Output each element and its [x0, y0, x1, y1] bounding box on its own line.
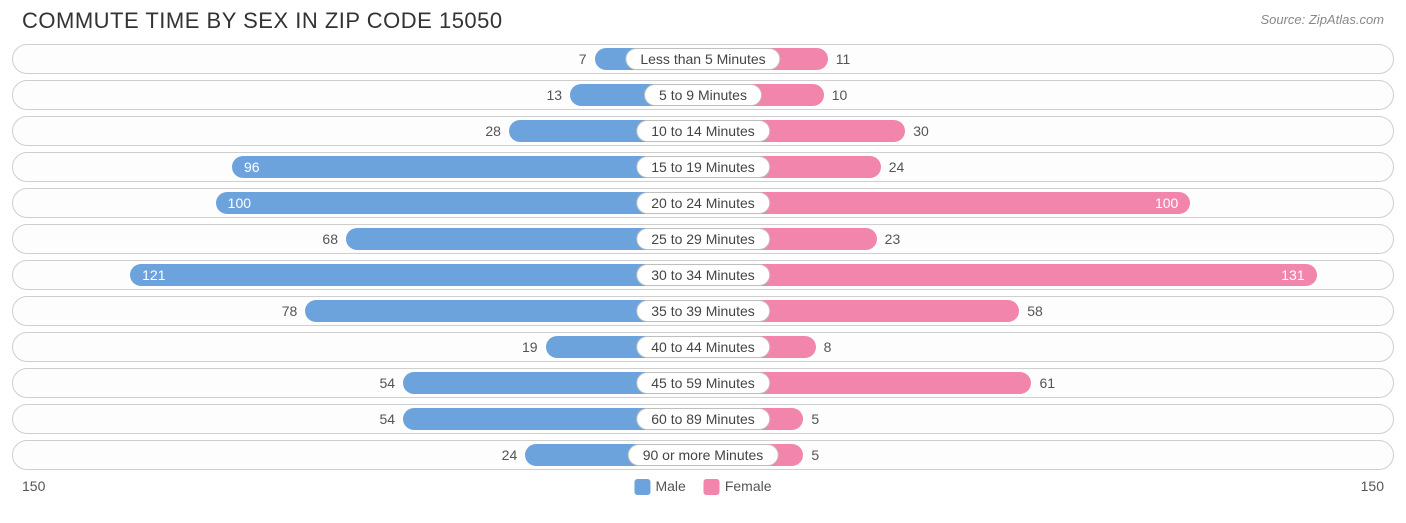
category-label: 60 to 89 Minutes	[636, 408, 770, 430]
axis-row: 150 Male Female 150	[0, 476, 1406, 494]
male-value: 54	[379, 375, 395, 391]
male-value: 28	[485, 123, 501, 139]
female-value: 131	[1281, 267, 1304, 283]
female-value: 5	[811, 447, 819, 463]
male-bar	[216, 192, 703, 214]
chart-row: 40 to 44 Minutes 19 8	[12, 332, 1394, 362]
male-value: 13	[546, 87, 562, 103]
category-label: 30 to 34 Minutes	[636, 264, 770, 286]
category-label: 15 to 19 Minutes	[636, 156, 770, 178]
legend-male-label: Male	[655, 478, 685, 494]
female-value: 8	[824, 339, 832, 355]
chart-title: COMMUTE TIME BY SEX IN ZIP CODE 15050	[22, 8, 503, 34]
female-value: 10	[832, 87, 848, 103]
category-label: Less than 5 Minutes	[625, 48, 780, 70]
category-label: 20 to 24 Minutes	[636, 192, 770, 214]
female-value: 100	[1155, 195, 1178, 211]
legend-female-label: Female	[725, 478, 772, 494]
category-label: 90 or more Minutes	[628, 444, 779, 466]
male-value: 7	[579, 51, 587, 67]
chart-row: Less than 5 Minutes 7 11	[12, 44, 1394, 74]
axis-left-max: 150	[22, 478, 45, 494]
male-bar	[232, 156, 703, 178]
male-value: 24	[502, 447, 518, 463]
female-bar	[703, 192, 1190, 214]
male-bar	[130, 264, 703, 286]
legend-female: Female	[704, 478, 772, 495]
male-value: 19	[522, 339, 538, 355]
chart-row: 15 to 19 Minutes 96 24	[12, 152, 1394, 182]
female-value: 58	[1027, 303, 1043, 319]
female-value: 23	[885, 231, 901, 247]
female-value: 24	[889, 159, 905, 175]
legend-male: Male	[634, 478, 685, 495]
female-swatch	[704, 479, 720, 495]
category-label: 45 to 59 Minutes	[636, 372, 770, 394]
male-value: 96	[244, 159, 260, 175]
chart-row: 30 to 34 Minutes 121 131	[12, 260, 1394, 290]
female-value: 61	[1039, 375, 1055, 391]
chart-header: COMMUTE TIME BY SEX IN ZIP CODE 15050 So…	[0, 0, 1406, 38]
male-swatch	[634, 479, 650, 495]
chart-row: 90 or more Minutes 24 5	[12, 440, 1394, 470]
female-bar	[703, 264, 1317, 286]
chart-row: 35 to 39 Minutes 78 58	[12, 296, 1394, 326]
male-value: 100	[228, 195, 251, 211]
male-value: 68	[322, 231, 338, 247]
male-value: 54	[379, 411, 395, 427]
female-value: 11	[836, 51, 851, 67]
chart-source: Source: ZipAtlas.com	[1260, 8, 1384, 27]
chart-body: Less than 5 Minutes 7 11 5 to 9 Minutes 13 10…	[0, 38, 1406, 470]
legend: Male Female	[634, 478, 771, 495]
male-value: 121	[142, 267, 165, 283]
female-value: 5	[811, 411, 819, 427]
chart-row: 20 to 24 Minutes 100 100	[12, 188, 1394, 218]
male-value: 78	[282, 303, 298, 319]
axis-right-max: 150	[1361, 478, 1384, 494]
chart-row: 60 to 89 Minutes 54 5	[12, 404, 1394, 434]
category-label: 40 to 44 Minutes	[636, 336, 770, 358]
chart-row: 5 to 9 Minutes 13 10	[12, 80, 1394, 110]
category-label: 5 to 9 Minutes	[644, 84, 762, 106]
category-label: 25 to 29 Minutes	[636, 228, 770, 250]
category-label: 35 to 39 Minutes	[636, 300, 770, 322]
chart-row: 25 to 29 Minutes 68 23	[12, 224, 1394, 254]
category-label: 10 to 14 Minutes	[636, 120, 770, 142]
female-value: 30	[913, 123, 929, 139]
chart-row: 10 to 14 Minutes 28 30	[12, 116, 1394, 146]
chart-row: 45 to 59 Minutes 54 61	[12, 368, 1394, 398]
